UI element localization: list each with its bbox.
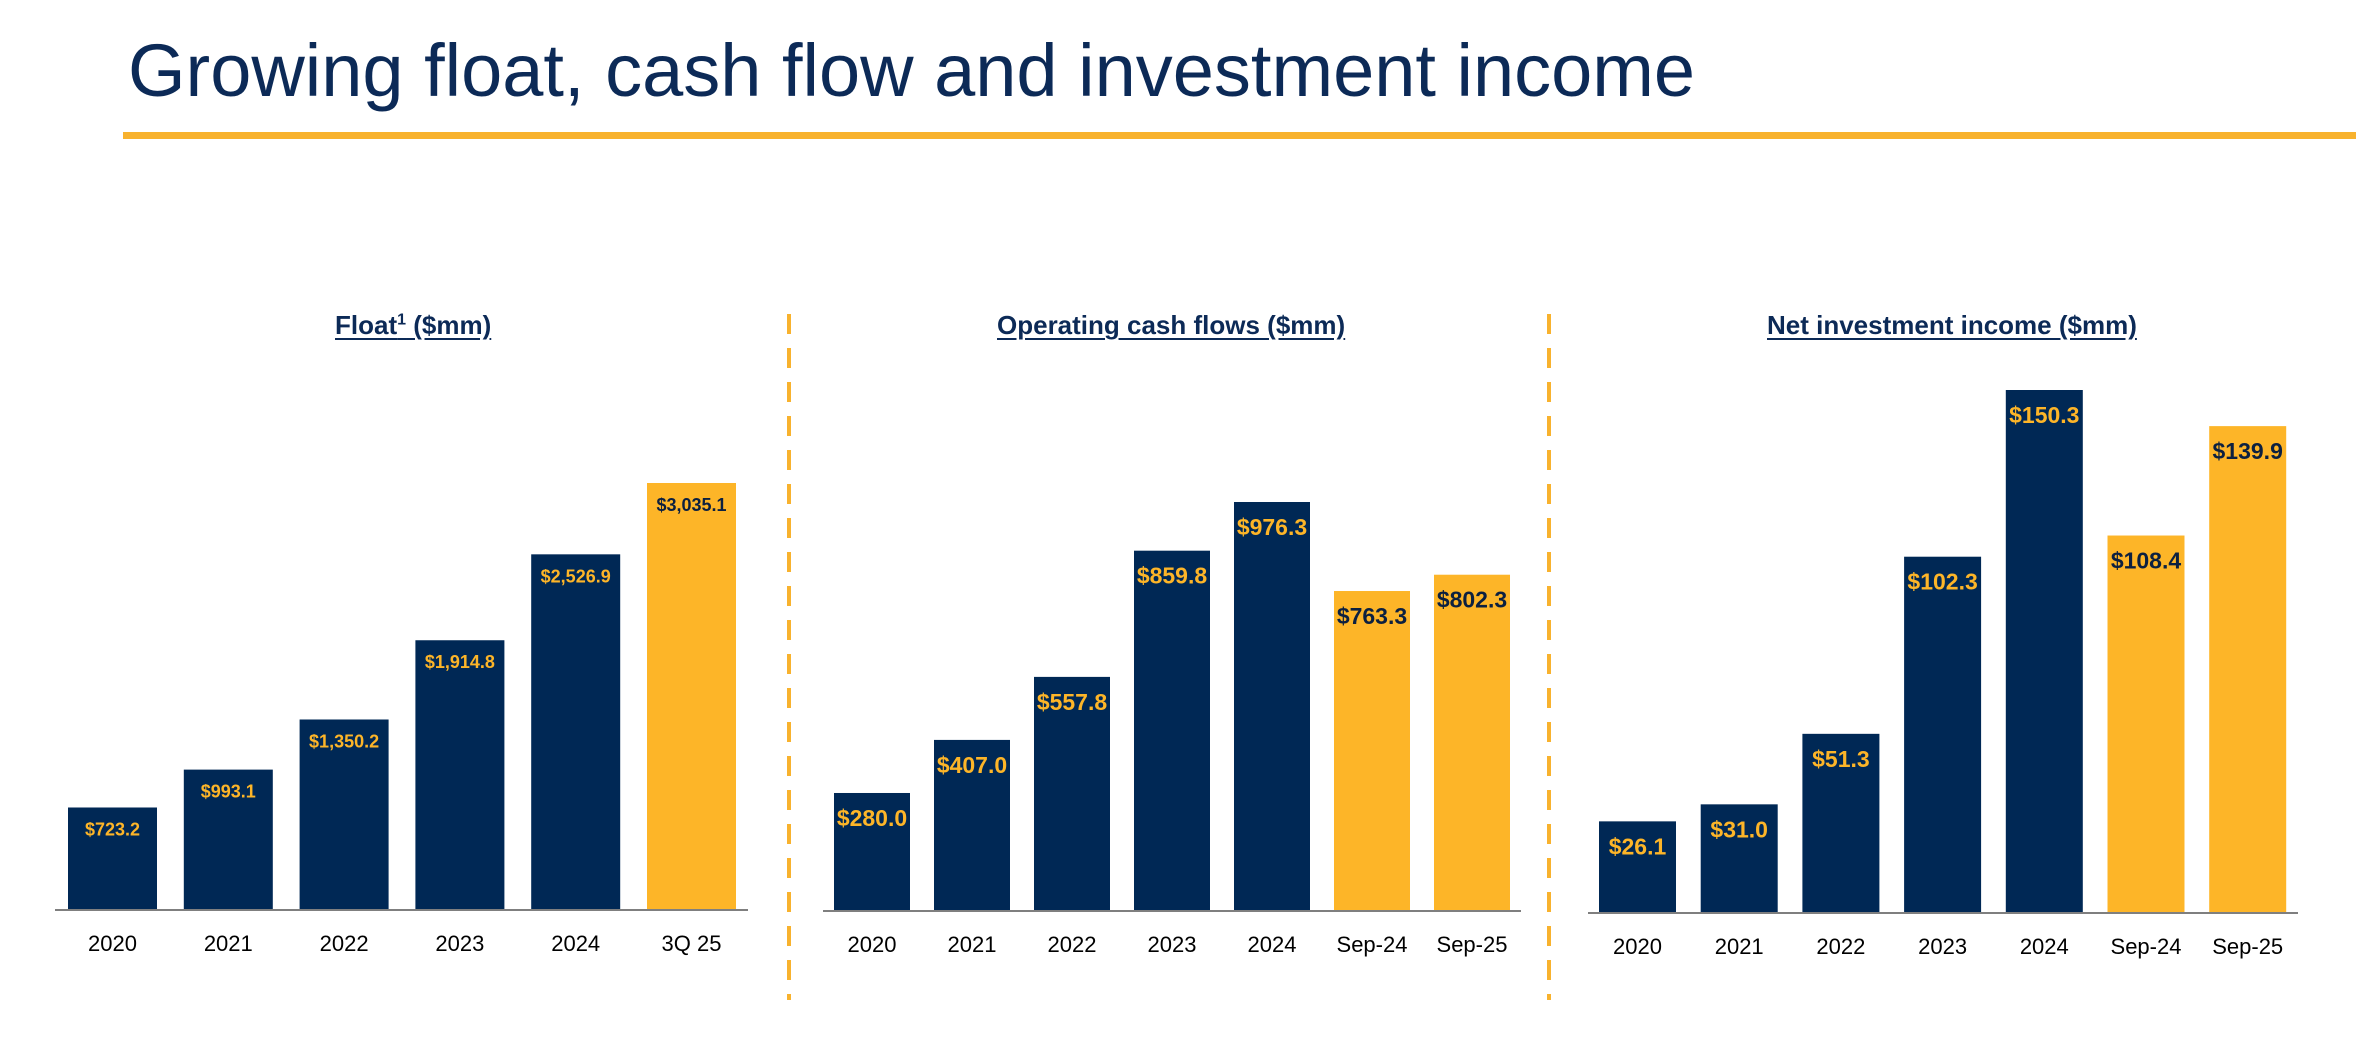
x-tick-label: 2022: [320, 931, 369, 956]
x-tick-label: 2021: [1715, 934, 1764, 959]
footnote-marker: 1: [397, 311, 407, 329]
data-label: $557.8: [1037, 689, 1108, 715]
bar-2023: [1904, 556, 1982, 912]
panel-divider-1: [787, 314, 791, 1000]
x-tick-label: 3Q 25: [662, 931, 722, 956]
bar-2021: [1700, 804, 1778, 912]
data-label: $31.0: [1710, 816, 1768, 842]
bar-2024: [2005, 390, 2083, 912]
data-label: $280.0: [837, 805, 907, 831]
data-label: $51.3: [1812, 746, 1870, 772]
bar-2022: [1034, 676, 1110, 910]
bar-2023: [1134, 550, 1210, 910]
bar-3q-25: [647, 483, 736, 909]
x-tick-label: 2024: [2020, 934, 2069, 959]
x-tick-label: 2024: [1248, 932, 1297, 957]
data-label: $3,035.1: [656, 495, 726, 515]
x-tick-label: Sep-24: [2111, 934, 2182, 959]
bar-2022: [299, 719, 389, 909]
x-tick-label: Sep-24: [1337, 932, 1408, 957]
x-tick-label: Sep-25: [2212, 934, 2283, 959]
x-tick-label: Sep-25: [1437, 932, 1508, 957]
data-label: $108.4: [2111, 548, 2182, 574]
bar-sep-24: [1334, 591, 1410, 910]
bar-sep-25: [1434, 574, 1510, 910]
data-label: $139.9: [2213, 438, 2283, 464]
chart-title-net-investment-income: Net investment income ($mm): [1767, 310, 2137, 340]
data-label: $1,914.8: [425, 652, 495, 672]
data-label: $2,526.9: [541, 566, 611, 586]
title-underline: [123, 132, 2356, 139]
bar-2020: [68, 807, 157, 909]
chart-title-suffix: ($mm): [406, 310, 492, 340]
data-label: $1,350.2: [309, 731, 379, 751]
x-tick-label: 2021: [204, 931, 253, 956]
chart-plot-area: $723.2 2020 $993.1 2021 $1,350.2 2022 $1,914.8…: [55, 483, 748, 956]
x-tick-label: 2022: [1048, 932, 1097, 957]
bar-2024: [531, 554, 621, 909]
bar-2021: [934, 739, 1010, 910]
data-label: $26.1: [1609, 833, 1667, 859]
x-tick-label: 2020: [848, 932, 897, 957]
data-label: $763.3: [1337, 603, 1407, 629]
bar-2020: [834, 792, 910, 910]
bar-2024: [1234, 502, 1310, 910]
x-tick-label: 2023: [1918, 934, 1967, 959]
data-label: $150.3: [2009, 402, 2079, 428]
chart-plot-area: $26.1 2020 $31.0 2021 $51.3 2022 $102.3 2023 $15…: [1588, 390, 2298, 959]
bar-2022: [1802, 733, 1880, 912]
x-tick-label: 2022: [1816, 934, 1865, 959]
data-label: $723.2: [85, 819, 140, 839]
bar-sep-24: [2107, 535, 2185, 912]
chart-title-float: Float1 ($mm): [335, 310, 491, 341]
chart-plot-area: $280.0 2020 $407.0 2021 $557.8 2022 $859.8 2023…: [823, 502, 1521, 957]
data-label: $407.0: [937, 752, 1007, 778]
x-tick-label: 2023: [435, 931, 484, 956]
bar-sep-25: [2209, 426, 2287, 912]
chart-title-text: Float: [335, 310, 398, 340]
bar-2023: [415, 640, 505, 909]
x-tick-label: 2023: [1148, 932, 1197, 957]
bar-2020: [1599, 821, 1676, 912]
bar-2021: [183, 769, 273, 909]
data-label: $976.3: [1237, 514, 1307, 540]
x-tick-label: 2024: [551, 931, 600, 956]
panel-divider-2: [1547, 314, 1551, 1000]
x-tick-label: 2021: [948, 932, 997, 957]
page-title: Growing float, cash flow and investment …: [128, 29, 1696, 112]
data-label: $993.1: [201, 782, 256, 802]
data-label: $859.8: [1137, 563, 1208, 589]
x-tick-label: 2020: [88, 931, 137, 956]
data-label: $802.3: [1437, 587, 1507, 613]
chart-title-operating-cash-flows: Operating cash flows ($mm): [997, 310, 1346, 340]
x-tick-label: 2020: [1613, 934, 1662, 959]
data-label: $102.3: [1907, 569, 1977, 595]
